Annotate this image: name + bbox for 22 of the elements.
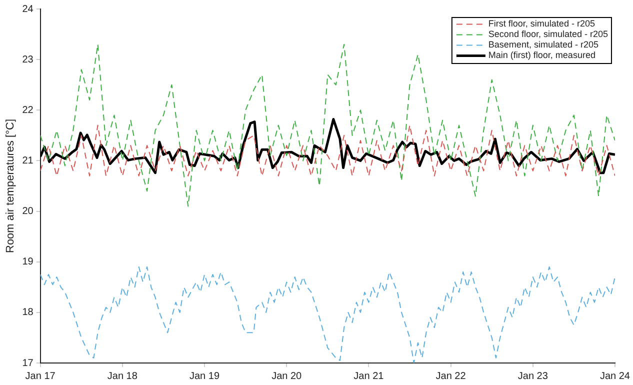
legend-label: Basement, simulated - r205 bbox=[488, 40, 598, 50]
x-tick-label: Jan 17 bbox=[25, 370, 56, 382]
x-tick-label: Jan 19 bbox=[189, 370, 220, 382]
x-tick-label: Jan 23 bbox=[518, 370, 548, 382]
y-axis-title: Room air temperatures [°C] bbox=[4, 119, 17, 253]
x-tick-label: Jan 24 bbox=[600, 370, 630, 382]
y-tick-label: 23 bbox=[22, 54, 34, 66]
line-series bbox=[40, 124, 615, 176]
y-tick-label: 19 bbox=[22, 256, 34, 268]
y-tick-label: 22 bbox=[22, 104, 34, 116]
x-tick-label: Jan 22 bbox=[436, 370, 466, 382]
x-tick-label: Jan 21 bbox=[354, 370, 384, 382]
y-tick-label: 20 bbox=[22, 206, 34, 218]
legend-label: First floor, simulated - r205 bbox=[488, 18, 595, 29]
legend-label: Main (first) floor, measured bbox=[488, 50, 596, 60]
x-tick-label: Jan 20 bbox=[272, 370, 302, 382]
y-tick-label: 17 bbox=[22, 358, 34, 369]
y-tick-label: 24 bbox=[22, 4, 34, 15]
x-tick-label: Jan 18 bbox=[107, 370, 138, 382]
legend-label: Second floor, simulated - r205 bbox=[488, 29, 608, 40]
y-tick-label: 18 bbox=[22, 307, 34, 318]
y-tick-label: 21 bbox=[22, 155, 34, 166]
